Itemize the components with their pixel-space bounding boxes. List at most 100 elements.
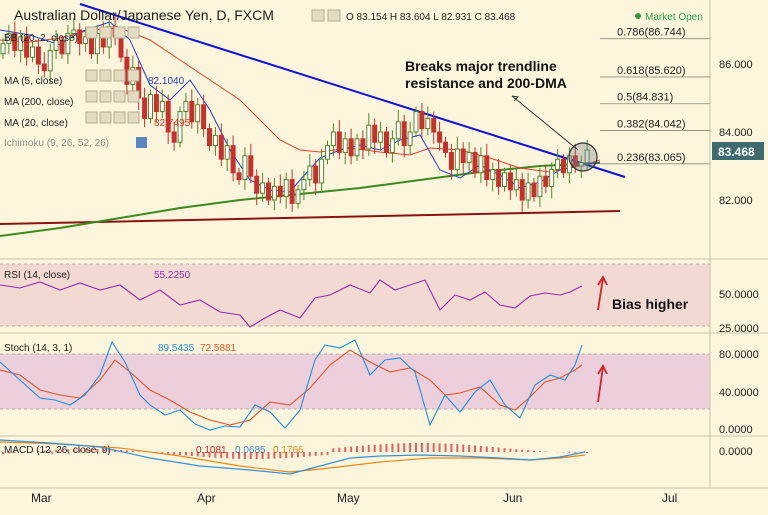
market-status: Market Open — [645, 12, 703, 23]
candle-body — [349, 139, 353, 156]
macd-hist-bar — [43, 450, 45, 452]
candle-body — [544, 176, 548, 186]
legend-option-icon[interactable] — [86, 91, 97, 102]
candle-body — [343, 139, 347, 153]
macd-hist-bar — [32, 451, 34, 452]
legend-option-icon[interactable] — [128, 70, 139, 81]
candle-body — [508, 173, 512, 190]
macd-hist-bar — [2, 452, 4, 454]
macd-hist-bar — [338, 448, 340, 452]
last-price: 83.468 — [718, 145, 755, 159]
stoch-tick-80: 80.0000 — [719, 349, 759, 361]
price-tick: 82.000 — [719, 195, 753, 207]
macd-hist-bar — [197, 452, 199, 457]
macd-hist-bar — [167, 452, 169, 454]
macd-hist-bar — [244, 452, 246, 459]
macd-hist-bar — [73, 449, 75, 452]
macd-hist-bar — [85, 449, 87, 452]
macd-hist-bar — [368, 445, 370, 452]
time-tick: Apr — [197, 491, 216, 505]
macd-hist-bar — [173, 452, 175, 454]
candle-body — [331, 132, 335, 146]
candle-body — [184, 101, 188, 111]
candle-body — [278, 186, 282, 196]
header-hide-icon[interactable] — [328, 10, 340, 21]
macd-hist-bar — [203, 452, 205, 457]
candle-body — [208, 129, 212, 146]
macd-tick-0: 0.0000 — [719, 446, 753, 458]
legend-option-icon[interactable] — [114, 91, 125, 102]
stoch-tick-0: 0.0000 — [719, 424, 753, 436]
candle-body — [538, 176, 542, 196]
candle-body — [149, 95, 153, 119]
macd-hist-bar — [421, 443, 423, 452]
legend-option-icon[interactable] — [86, 112, 97, 123]
bb-label: BB (20, 2, close) — [4, 33, 78, 44]
macd-hist-bar — [37, 451, 39, 452]
candle-body — [467, 152, 471, 162]
candle-body — [485, 156, 489, 180]
candle-body — [261, 183, 265, 193]
macd-hist-bar — [486, 446, 488, 452]
macd-hist-bar — [309, 452, 311, 456]
legend-option-icon[interactable] — [86, 27, 97, 38]
chart-title: Australian Dollar/Japanese Yen, D, FXCM — [14, 7, 274, 23]
candle-body — [556, 159, 560, 169]
legend-option-icon[interactable] — [100, 27, 111, 38]
candle-body — [562, 159, 566, 173]
legend-option-icon[interactable] — [86, 70, 97, 81]
macd-hist-bar — [108, 449, 110, 452]
macd-hist-bar — [291, 452, 293, 458]
macd-hist-bar — [480, 446, 482, 452]
legend-option-icon[interactable] — [114, 112, 125, 123]
macd-hist-bar — [468, 445, 470, 452]
macd-hist-bar — [374, 445, 376, 452]
macd-hist-bar — [8, 452, 10, 453]
candle-body — [432, 118, 436, 132]
candle-body — [491, 169, 495, 179]
macd-hist-bar — [209, 452, 211, 457]
ma5-value: 82.1040 — [148, 76, 185, 87]
candle-body — [473, 152, 477, 172]
macd-hist-bar — [226, 452, 228, 458]
price-tick: 86.000 — [719, 59, 753, 71]
macd-hist-bar — [397, 443, 399, 452]
breakout-highlight — [569, 143, 597, 171]
legend-option-icon[interactable] — [128, 112, 139, 123]
macd-hist-bar — [55, 450, 57, 452]
macd-hist-bar — [268, 452, 270, 459]
candle-body — [444, 142, 448, 152]
legend-option-icon[interactable] — [100, 91, 111, 102]
macd-hist-bar — [344, 447, 346, 452]
legend-option-icon[interactable] — [114, 27, 125, 38]
macd-hist-bar — [380, 444, 382, 452]
candle-body — [379, 132, 383, 142]
candle-body — [355, 139, 359, 156]
candle-body — [373, 125, 377, 142]
macd-hist-bar — [456, 444, 458, 452]
fib-level-label: 0.618(85.620) — [617, 65, 686, 77]
candle-body — [426, 118, 430, 128]
macd-hist-bar — [362, 446, 364, 452]
legend-option-icon[interactable] — [128, 91, 139, 102]
legend-option-icon[interactable] — [128, 27, 139, 38]
macd-hist-bar — [474, 445, 476, 452]
candle-body — [272, 186, 276, 200]
macd-hist-value: 0.1081 — [196, 445, 227, 456]
ichimoku-toggle-icon[interactable] — [136, 137, 147, 148]
legend-option-icon[interactable] — [100, 70, 111, 81]
candle-body — [42, 64, 46, 71]
legend-option-icon[interactable] — [100, 112, 111, 123]
macd-hist-bar — [433, 443, 435, 452]
header-settings-icon[interactable] — [312, 10, 324, 21]
macd-hist-bar — [439, 443, 441, 452]
macd-hist-bar — [327, 452, 329, 455]
macd-hist-bar — [79, 449, 81, 452]
macd-hist-bar — [250, 452, 252, 459]
candle-body — [90, 37, 94, 54]
macd-hist-bar — [509, 449, 511, 452]
legend-option-icon[interactable] — [114, 70, 125, 81]
rsi-tick-50: 50.0000 — [719, 289, 759, 301]
candle-body — [390, 139, 394, 153]
